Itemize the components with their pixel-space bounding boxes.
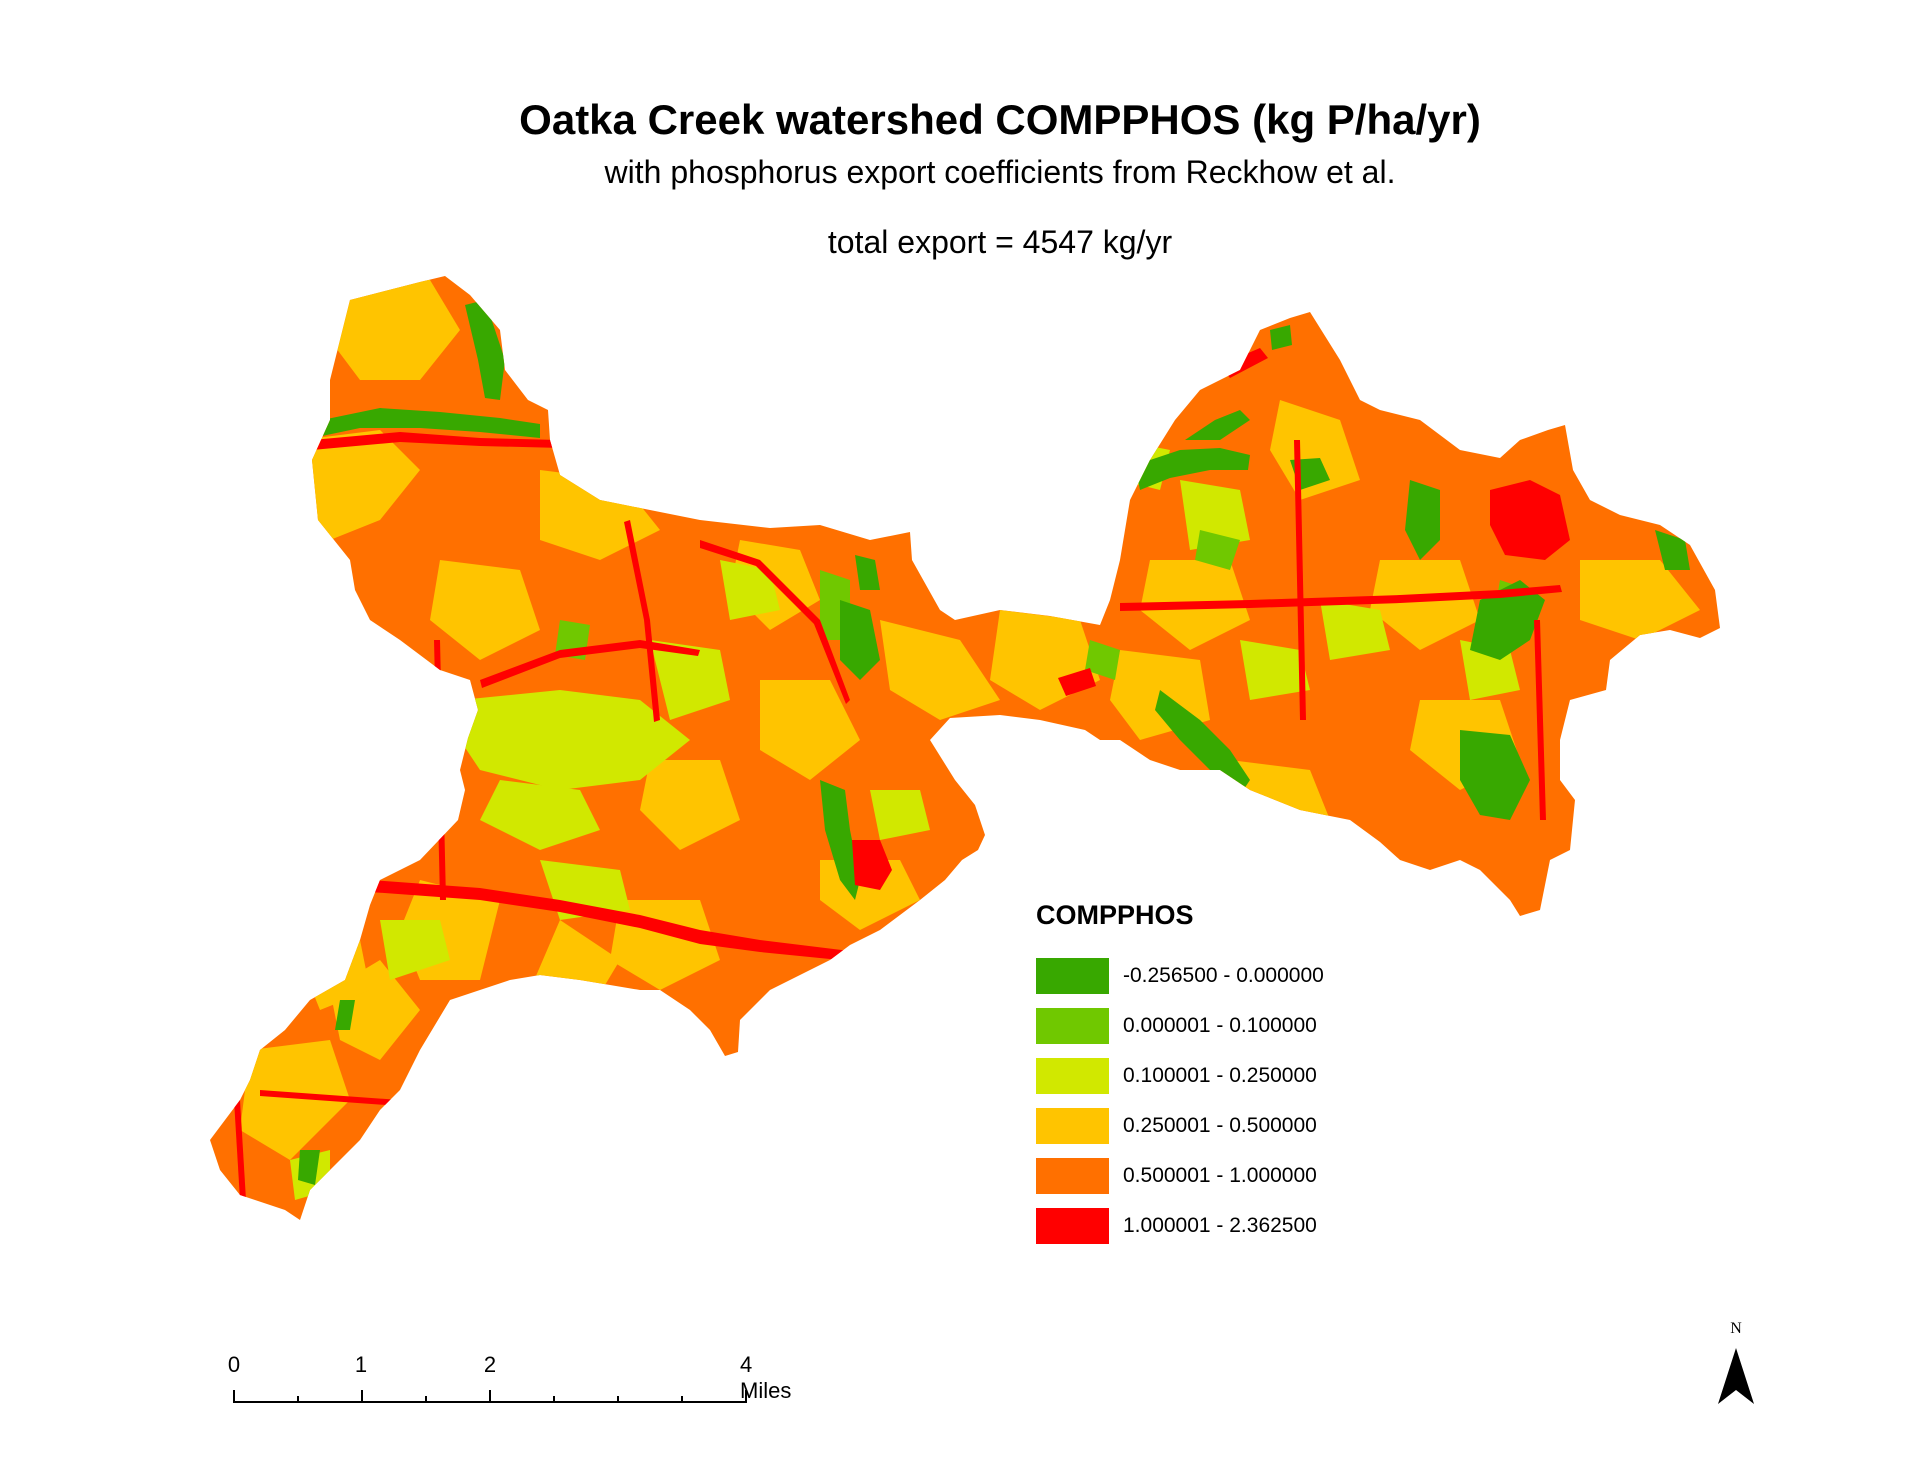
map-subtitle: with phosphorus export coefficients from… (604, 154, 1396, 190)
legend-label-2: 0.000001 - 0.100000 (1123, 1014, 1317, 1037)
legend-item-5: 0.500001 - 1.000000 (1036, 1151, 1456, 1201)
north-letter: N (1730, 1320, 1742, 1337)
legend-item-4: 0.250001 - 0.500000 (1036, 1101, 1456, 1151)
scale-label-2: 2 (483, 1352, 497, 1377)
legend-swatch-6 (1036, 1208, 1109, 1244)
legend-swatch-1 (1036, 958, 1109, 994)
map-title: Oatka Creek watershed COMPPHOS (kg P/ha/… (519, 96, 1481, 143)
legend-swatch-2 (1036, 1008, 1109, 1044)
legend-label-1: -0.256500 - 0.000000 (1123, 964, 1324, 987)
north-arrow-icon (1718, 1348, 1754, 1404)
legend-swatch-5 (1036, 1158, 1109, 1194)
legend-item-3: 0.100001 - 0.250000 (1036, 1051, 1456, 1101)
legend-label-5: 0.500001 - 1.000000 (1123, 1164, 1317, 1187)
north-arrow: N (1712, 1320, 1760, 1410)
total-export-label: total export = 4547 kg/yr (827, 224, 1173, 260)
legend-item-6: 1.000001 - 2.362500 (1036, 1201, 1456, 1251)
scale-bar-graphic (233, 1390, 747, 1403)
scale-label-1: 1 (354, 1352, 368, 1377)
scale-label-0: 0 (227, 1352, 241, 1377)
legend-title: COMPPHOS (1036, 900, 1194, 930)
legend-swatch-3 (1036, 1058, 1109, 1094)
legend-label-4: 0.250001 - 0.500000 (1123, 1114, 1317, 1137)
legend: COMPPHOS -0.256500 - 0.000000 0.000001 -… (1036, 900, 1456, 1251)
legend-item-2: 0.000001 - 0.100000 (1036, 1001, 1456, 1051)
legend-label-6: 1.000001 - 2.362500 (1123, 1214, 1317, 1237)
scale-bar: 0 1 2 4 Miles (227, 1352, 791, 1412)
legend-label-3: 0.100001 - 0.250000 (1123, 1064, 1317, 1087)
legend-swatch-4 (1036, 1108, 1109, 1144)
legend-item-1: -0.256500 - 0.000000 (1036, 951, 1456, 1001)
scale-label-end: 4 Miles (740, 1352, 792, 1403)
